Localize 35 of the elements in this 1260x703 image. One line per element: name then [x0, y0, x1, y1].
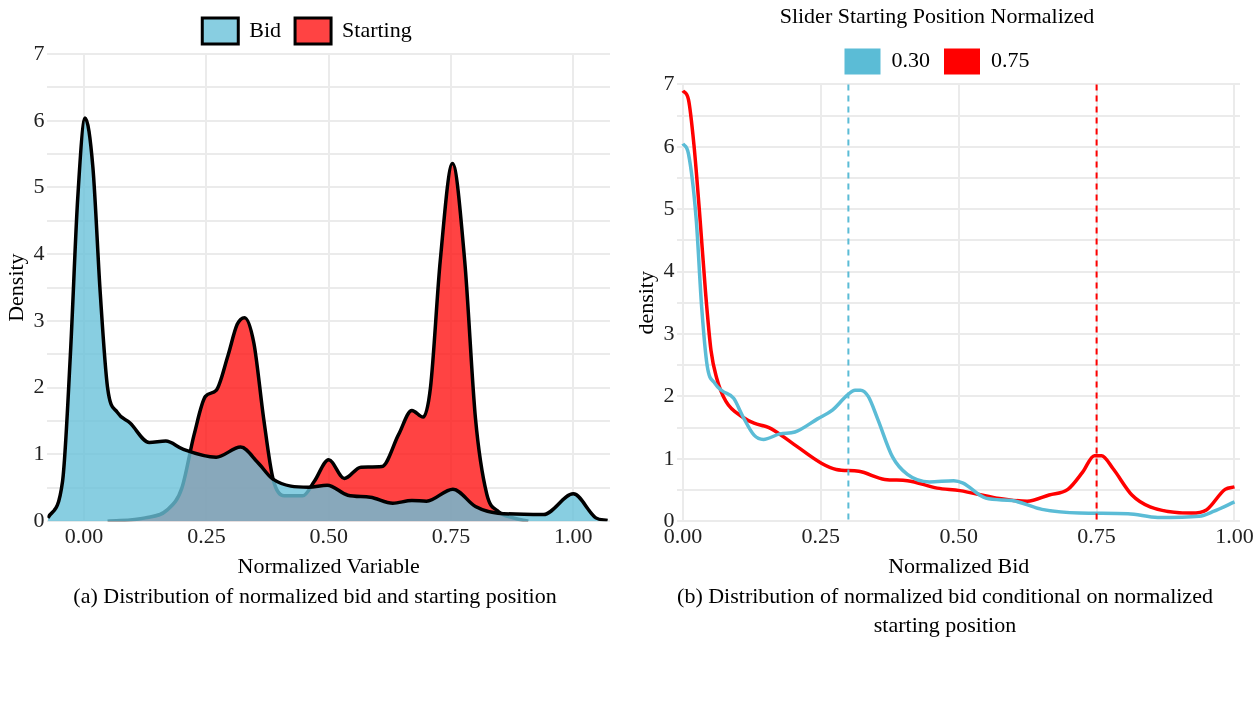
- x-tick-label: 1.00: [1215, 523, 1254, 549]
- legend-label: Bid: [249, 16, 282, 42]
- y-tick-label: 5: [33, 173, 45, 199]
- legend-label: Starting: [342, 16, 412, 42]
- legend-label: 0.75: [991, 47, 1030, 73]
- y-tick-label: 0: [33, 506, 45, 532]
- x-tick-label: 0.25: [187, 523, 226, 549]
- y-tick-label: 1: [33, 440, 45, 466]
- y-tick-label: 6: [663, 132, 675, 158]
- y-tick-label: 3: [33, 306, 45, 332]
- y-axis-title: density: [632, 271, 658, 335]
- y-tick-label: 1: [663, 444, 675, 470]
- y-tick-label: 7: [33, 39, 45, 65]
- y-tick-label: 7: [663, 70, 675, 96]
- x-axis-title: Normalized Variable: [237, 552, 420, 578]
- x-tick-label: 0.00: [64, 523, 104, 549]
- y-tick-label: 2: [33, 373, 45, 399]
- text: (a) Distribution of normalized bid and starting position: [72, 582, 558, 610]
- y-tick-label: 4: [663, 257, 675, 283]
- x-tick-label: 1.00: [554, 523, 593, 549]
- y-tick-label: 4: [33, 240, 45, 266]
- text: (b) Distribution of normalized bid conditional on normalized starting position: [676, 582, 1214, 639]
- x-axis-title: Normalized Bid: [888, 552, 1030, 578]
- x-tick-label: 0.25: [801, 523, 841, 549]
- y-axis-title: Density: [2, 253, 28, 322]
- legend-label: 0.30: [891, 47, 930, 73]
- y-tick-label: 3: [663, 319, 675, 345]
- y-tick-label: 5: [663, 194, 675, 220]
- x-tick-label: 0.75: [431, 523, 471, 549]
- y-tick-label: 6: [33, 106, 45, 132]
- y-tick-label: 2: [663, 382, 675, 408]
- x-tick-label: 0.75: [1077, 523, 1116, 549]
- x-tick-label: 0.50: [309, 523, 348, 549]
- legend-title: Slider Starting Position Normalized: [779, 2, 1095, 28]
- x-tick-label: 0.50: [939, 523, 978, 549]
